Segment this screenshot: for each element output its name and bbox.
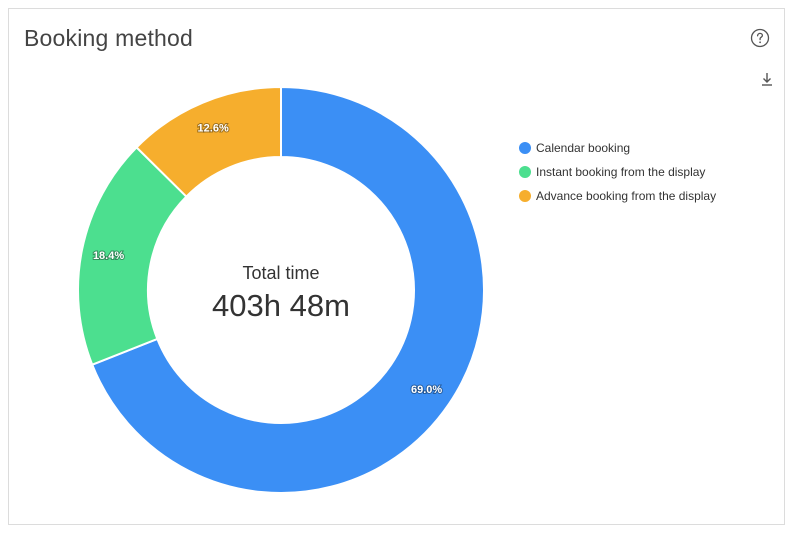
- legend-swatch: [519, 142, 531, 154]
- donut-slice-0[interactable]: [90, 85, 485, 494]
- card-title: Booking method: [24, 25, 194, 51]
- slice-value-label: 18.4%: [93, 250, 124, 262]
- legend-label: Calendar booking: [536, 141, 631, 155]
- download-icon[interactable]: [759, 71, 775, 87]
- legend-item-instant-booking[interactable]: Instant booking from the display: [519, 160, 716, 184]
- donut-slices: [77, 85, 485, 494]
- legend-swatch: [519, 190, 531, 202]
- center-value: 403h 48m: [212, 288, 350, 323]
- legend-swatch: [519, 166, 531, 178]
- legend-label: Advance booking from the display: [536, 189, 717, 203]
- slice-value-label: 12.6%: [198, 123, 229, 135]
- chart-legend: Calendar booking Instant booking from th…: [519, 136, 716, 208]
- center-label: Total time: [242, 263, 319, 283]
- help-circle-icon[interactable]: [750, 28, 770, 48]
- legend-item-advance-booking[interactable]: Advance booking from the display: [519, 184, 716, 208]
- slice-value-label: 69.0%: [411, 384, 442, 396]
- donut-slice-2[interactable]: [135, 85, 282, 198]
- donut-slice-labels: 69.0% 18.4% 12.6%: [92, 122, 443, 397]
- legend-item-calendar-booking[interactable]: Calendar booking: [519, 136, 716, 160]
- legend-label: Instant booking from the display: [536, 165, 706, 179]
